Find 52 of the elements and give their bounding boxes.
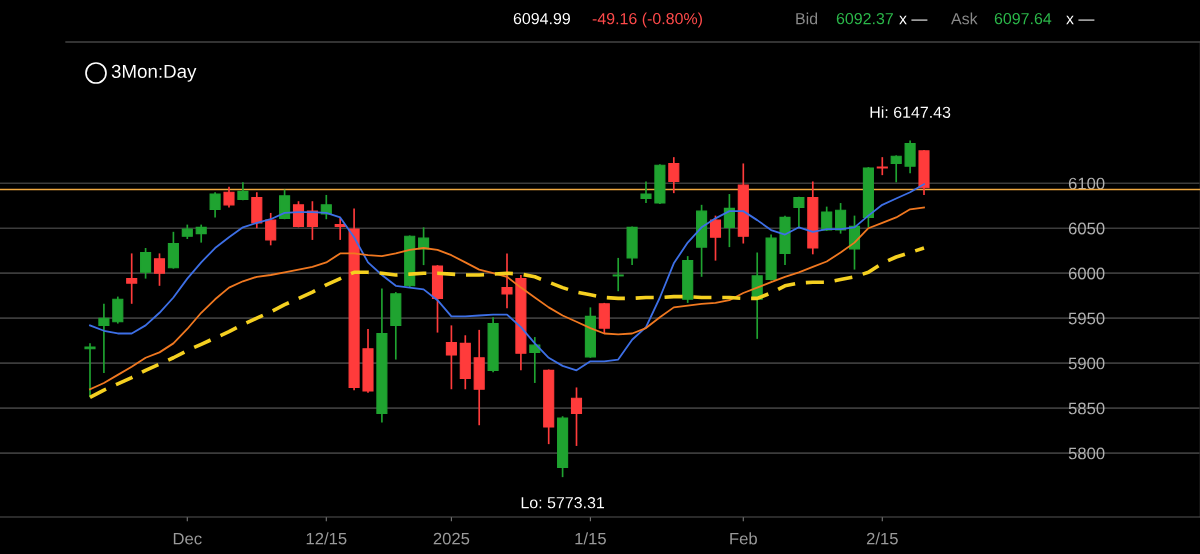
candlestick [904,139,916,175]
y-tick-label: 5850 [1068,402,1105,415]
line-series [88,246,926,400]
text: x — [1066,15,1095,25]
candlestick [876,156,888,176]
candlestick [140,247,152,280]
candlestick [209,191,221,219]
candlestick [223,186,235,209]
annotation: Lo: 5773.31 [521,497,605,509]
candlestick [570,386,583,447]
y-tick-label: 6100 [1068,177,1105,190]
candlestick [723,193,735,248]
x-tick-label: 12/15 [306,532,347,545]
y-tick-label: 5800 [1068,447,1105,460]
candlestick [334,216,346,241]
candlestick [793,195,805,229]
candlestick [126,252,138,305]
candlestick [418,226,430,266]
x-tick-label: 1/15 [575,532,606,545]
candlestick [84,342,96,399]
text: Bid [796,12,818,25]
candlestick [640,180,652,204]
x-tick-label: Dec [173,532,202,545]
candlestick [668,156,680,194]
candlestick [501,252,513,310]
text: 6094.99 [513,12,570,25]
y-tick-label: 6050 [1068,222,1105,235]
candlestick [265,212,277,247]
text: 6092.37 [836,12,893,25]
candlestick [445,324,457,391]
candlestick [709,214,722,262]
candlestick [835,202,847,235]
annotation: 3Mon:Day [111,64,197,82]
y-tick-label: 6000 [1068,267,1105,280]
candlestick [306,200,318,241]
y-tick-label: 5900 [1068,357,1105,370]
x-tick-label: 2025 [433,532,470,545]
candlestick [612,257,624,293]
annotation: Hi: 6147.43 [870,106,951,118]
line-series [89,206,925,391]
candlestick [153,252,166,287]
candlestick [890,154,902,184]
y-tick-label: 5950 [1068,312,1105,325]
x-tick-label: 2/15 [866,532,898,545]
candlestick [98,302,110,374]
x-tick-label: Feb [730,532,757,545]
text: Ask [951,12,978,25]
text: x — [899,15,928,25]
candlestick [112,295,124,325]
text: 6097.64 [994,12,1052,25]
candlestick [821,205,833,232]
text: -49.16 (-0.80%) [592,12,702,28]
